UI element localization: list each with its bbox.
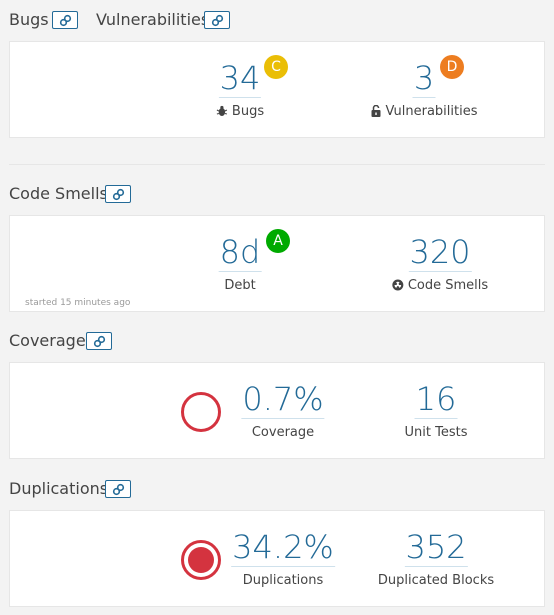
link-icon	[59, 14, 72, 27]
bugs-count[interactable]: 34	[218, 59, 262, 98]
coverage-value[interactable]: 0.7%	[241, 380, 325, 419]
coverage-card: 0.7% Coverage 16 Unit Tests	[9, 362, 545, 459]
debt-measure: 8d Debt	[218, 233, 262, 293]
code-smells-drilldown-button[interactable]	[105, 185, 131, 203]
unit-tests-measure: 16 Unit Tests	[405, 380, 468, 440]
duplicated-blocks-value[interactable]: 352	[404, 528, 468, 567]
link-icon	[211, 14, 224, 27]
bugs-label: Bugs	[231, 104, 265, 119]
coverage-donut-icon	[181, 392, 221, 432]
link-icon	[112, 483, 125, 496]
duplicated-blocks-label: Duplicated Blocks	[377, 573, 495, 588]
duplications-section-title: Duplications	[9, 479, 109, 498]
coverage-measure: 0.7% Coverage	[241, 380, 325, 440]
vulnerabilities-measure: 3 Vulnerabilities	[371, 59, 478, 119]
debt-label: Debt	[224, 278, 256, 293]
bugs-measure: 34 Bugs	[216, 59, 264, 119]
vulnerabilities-section-title: Vulnerabilities	[96, 10, 210, 29]
duplications-label: Duplications	[242, 573, 324, 588]
bugs-section-title: Bugs	[9, 10, 49, 29]
maintainability-rating-badge[interactable]: A	[266, 229, 290, 253]
analysis-started-text: started 15 minutes ago	[25, 298, 131, 308]
vulnerabilities-drilldown-button[interactable]	[204, 11, 230, 29]
debt-value[interactable]: 8d	[218, 233, 262, 272]
coverage-drilldown-button[interactable]	[86, 332, 112, 350]
vulnerabilities-label: Vulnerabilities	[385, 104, 478, 119]
code-smells-section-title: Code Smells	[9, 184, 108, 203]
lock-icon	[371, 104, 381, 117]
vulnerabilities-rating-badge[interactable]: D	[440, 55, 464, 79]
code-smells-card: 8d Debt A 320 Code Smells started 15 min…	[9, 215, 545, 312]
duplications-donut-icon	[181, 540, 221, 580]
unit-tests-value[interactable]: 16	[414, 380, 458, 419]
coverage-section-title: Coverage	[9, 331, 86, 350]
duplicated-blocks-measure: 352 Duplicated Blocks	[378, 528, 494, 588]
code-smells-count[interactable]: 320	[408, 233, 472, 272]
code-smells-measure: 320 Code Smells	[392, 233, 488, 293]
bugs-card: 34 Bugs C 3 Vulnerabilities D	[9, 41, 545, 138]
coverage-label: Coverage	[251, 425, 315, 440]
vulnerabilities-count[interactable]: 3	[412, 59, 436, 98]
bugs-drilldown-button[interactable]	[52, 11, 78, 29]
unit-tests-label: Unit Tests	[404, 425, 468, 440]
radiation-icon	[392, 279, 404, 291]
duplications-card: 34.2% Duplications 352 Duplicated Blocks	[9, 510, 545, 607]
duplications-value[interactable]: 34.2%	[231, 528, 335, 567]
bug-icon	[216, 105, 228, 116]
duplications-drilldown-button[interactable]	[105, 480, 131, 498]
section-divider	[9, 164, 545, 165]
bugs-rating-badge[interactable]: C	[264, 55, 288, 79]
code-smells-label: Code Smells	[407, 278, 489, 293]
link-icon	[112, 188, 125, 201]
link-icon	[93, 335, 106, 348]
duplications-measure: 34.2% Duplications	[231, 528, 335, 588]
